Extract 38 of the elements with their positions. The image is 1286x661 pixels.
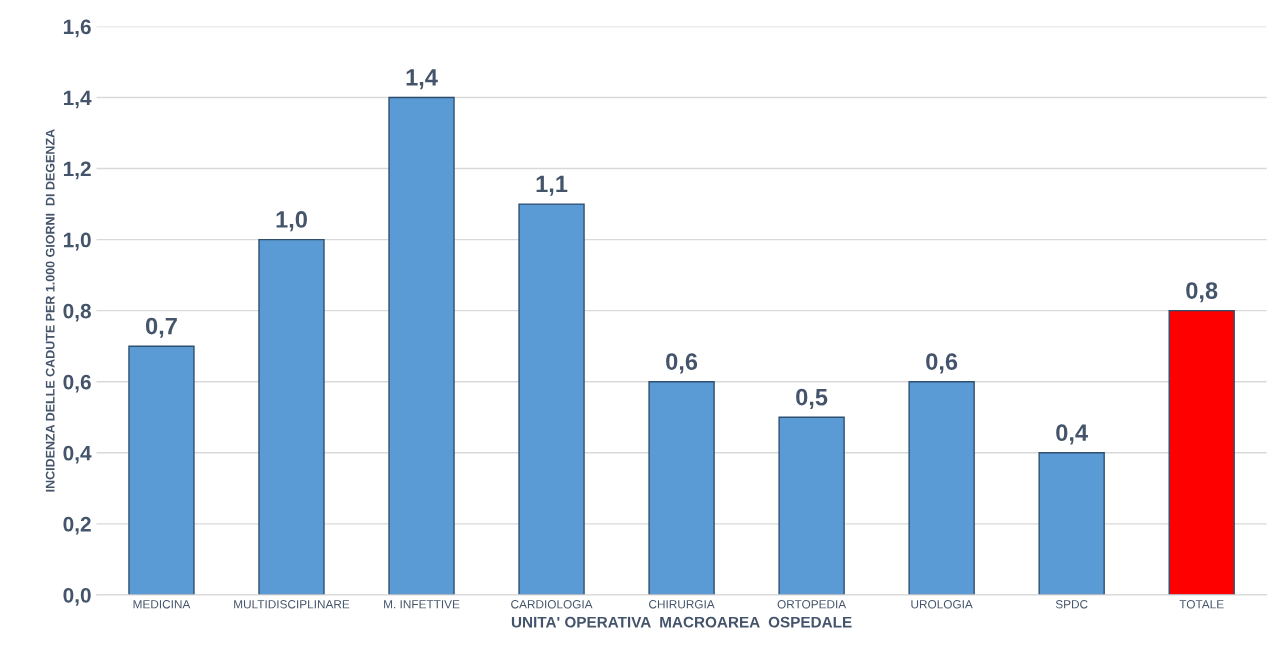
- y-tick-label: 1,6: [63, 19, 91, 38]
- bar: [1168, 309, 1235, 595]
- bar: [388, 96, 455, 595]
- bar: [128, 345, 195, 595]
- bar: [908, 381, 975, 595]
- data-label: 0,6: [666, 353, 698, 374]
- x-tick-label: TOTALE: [1179, 600, 1224, 609]
- y-tick-label: 0,0: [63, 587, 91, 606]
- y-tick-label: 1,0: [63, 232, 91, 251]
- y-tick-label: 1,2: [63, 161, 91, 180]
- bar: [1038, 452, 1105, 595]
- y-tick-label: 0,6: [63, 374, 91, 393]
- x-axis-title: UNITA' OPERATIVA MACROAREA OSPEDALE: [511, 616, 852, 628]
- data-label: 0,5: [796, 388, 828, 409]
- y-tick-label: 0,4: [63, 445, 92, 464]
- data-label: 1,4: [406, 69, 438, 90]
- data-label: 1,0: [276, 211, 307, 232]
- y-tick-label: 1,4: [63, 90, 92, 109]
- x-tick-label: M. INFETTIVE: [384, 600, 460, 609]
- x-tick-label: SPDC: [1055, 600, 1088, 609]
- x-tick-label: CARDIOLOGIA: [511, 600, 593, 609]
- x-tick-label: ORTOPEDIA: [777, 600, 847, 609]
- y-tick-label: 0,8: [63, 303, 91, 322]
- bar: [778, 416, 845, 595]
- bar: [518, 203, 585, 595]
- x-tick-label: UROLOGIA: [911, 600, 973, 609]
- x-tick-label: MEDICINA: [133, 600, 191, 609]
- bar: [648, 381, 715, 595]
- y-tick-label: 0,2: [63, 516, 91, 535]
- bar: [258, 238, 325, 595]
- x-tick-label: CHIRURGIA: [649, 600, 715, 609]
- data-label: 1,1: [536, 175, 568, 196]
- data-label: 0,8: [1186, 282, 1218, 303]
- data-label: 0,4: [1056, 424, 1088, 445]
- data-label: 0,7: [145, 317, 177, 338]
- x-tick-label: MULTIDISCIPLINARE: [234, 600, 350, 609]
- y-axis-title: INCIDENZA DELLE CADUTE PER 1.000 GIORNI DI DEGENZA: [45, 129, 55, 492]
- data-label: 0,6: [926, 353, 958, 374]
